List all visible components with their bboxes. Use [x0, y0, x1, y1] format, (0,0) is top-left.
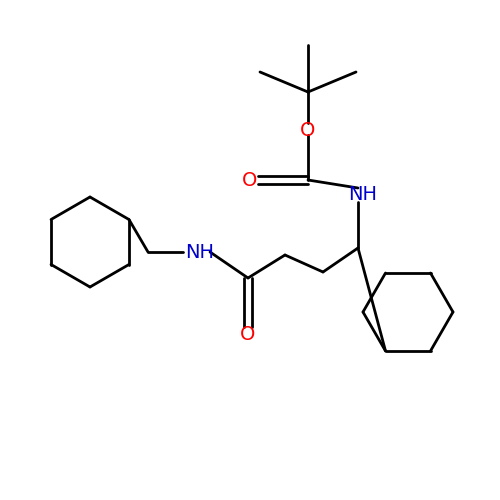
Text: O: O [242, 170, 258, 190]
Text: O: O [240, 326, 256, 344]
Text: NH: NH [186, 242, 214, 262]
Text: O: O [300, 120, 316, 140]
Text: NH: NH [348, 186, 378, 204]
